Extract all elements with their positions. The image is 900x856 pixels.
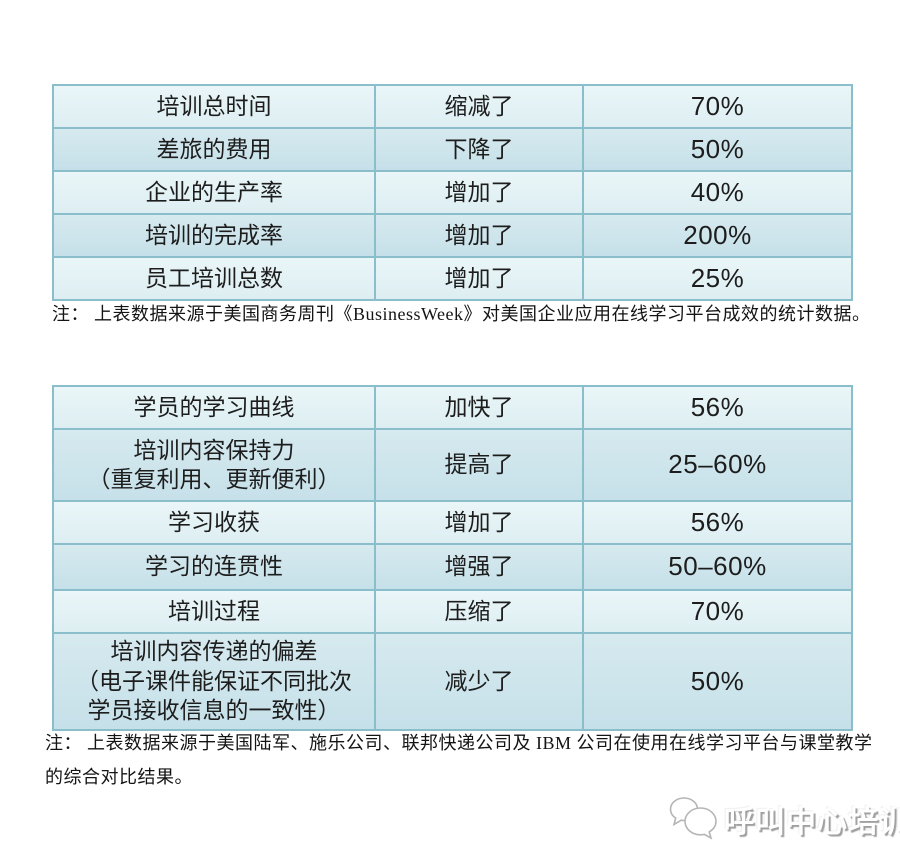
change-cell: 提高了 — [374, 428, 584, 502]
metric-cell: 培训内容保持力 （重复利用、更新便利） — [52, 428, 376, 502]
table1-source-note: 注： 上表数据来源于美国商务周刊《BusinessWeek》对美国企业应用在线学… — [52, 304, 871, 324]
metric-cell: 学习的连贯性 — [52, 543, 376, 591]
table-row: 培训过程 压缩了 70% — [52, 589, 853, 634]
metric-cell: 培训的完成率 — [52, 213, 376, 258]
change-cell: 缩减了 — [374, 84, 584, 129]
table-row: 企业的生产率 增加了 40% — [52, 170, 853, 215]
metric-cell: 员工培训总数 — [52, 256, 376, 301]
value-cell: 70% — [582, 84, 853, 129]
change-cell: 增强了 — [374, 543, 584, 591]
elearning-stats-table-2: 学员的学习曲线 加快了 56% 培训内容保持力 （重复利用、更新便利） 提高了 … — [52, 385, 853, 731]
value-cell: 50% — [582, 632, 853, 731]
value-cell: 25% — [582, 256, 853, 301]
table-row: 培训的完成率 增加了 200% — [52, 213, 853, 258]
table-row: 差旅的费用 下降了 50% — [52, 127, 853, 172]
value-cell: 40% — [582, 170, 853, 215]
change-cell: 增加了 — [374, 170, 584, 215]
value-cell: 25–60% — [582, 428, 853, 502]
metric-cell: 培训总时间 — [52, 84, 376, 129]
table-row: 学员的学习曲线 加快了 56% — [52, 385, 853, 430]
metric-cell: 培训内容传递的偏差 （电子课件能保证不同批次 学员接收信息的一致性） — [52, 632, 376, 731]
change-cell: 减少了 — [374, 632, 584, 731]
change-cell: 压缩了 — [374, 589, 584, 634]
elearning-stats-table-1: 培训总时间 缩减了 70% 差旅的费用 下降了 50% 企业的生产率 增加了 4… — [52, 84, 853, 301]
value-cell: 56% — [582, 385, 853, 430]
metric-cell: 企业的生产率 — [52, 170, 376, 215]
value-cell: 200% — [582, 213, 853, 258]
watermark-label: 呼叫中心培训网 — [724, 806, 900, 839]
value-cell: 50% — [582, 127, 853, 172]
change-cell: 加快了 — [374, 385, 584, 430]
table-row: 培训内容保持力 （重复利用、更新便利） 提高了 25–60% — [52, 428, 853, 502]
change-cell: 增加了 — [374, 213, 584, 258]
metric-cell: 学习收获 — [52, 500, 376, 545]
table-row: 培训总时间 缩减了 70% — [52, 84, 853, 129]
value-cell: 50–60% — [582, 543, 853, 591]
table-row: 培训内容传递的偏差 （电子课件能保证不同批次 学员接收信息的一致性） 减少了 5… — [52, 632, 853, 731]
table-row: 员工培训总数 增加了 25% — [52, 256, 853, 301]
value-cell: 56% — [582, 500, 853, 545]
chat-bubbles-icon — [668, 795, 720, 843]
table-row: 学习的连贯性 增强了 50–60% — [52, 543, 853, 591]
metric-cell: 学员的学习曲线 — [52, 385, 376, 430]
table-row: 学习收获 增加了 56% — [52, 500, 853, 545]
metric-cell: 差旅的费用 — [52, 127, 376, 172]
watermark: 呼叫中心培训网 — [668, 795, 900, 843]
metric-cell: 培训过程 — [52, 589, 376, 634]
value-cell: 70% — [582, 589, 853, 634]
change-cell: 下降了 — [374, 127, 584, 172]
table2-source-note: 注： 上表数据来源于美国陆军、施乐公司、联邦快递公司及 IBM 公司在使用在线学… — [45, 733, 873, 787]
change-cell: 增加了 — [374, 256, 584, 301]
change-cell: 增加了 — [374, 500, 584, 545]
